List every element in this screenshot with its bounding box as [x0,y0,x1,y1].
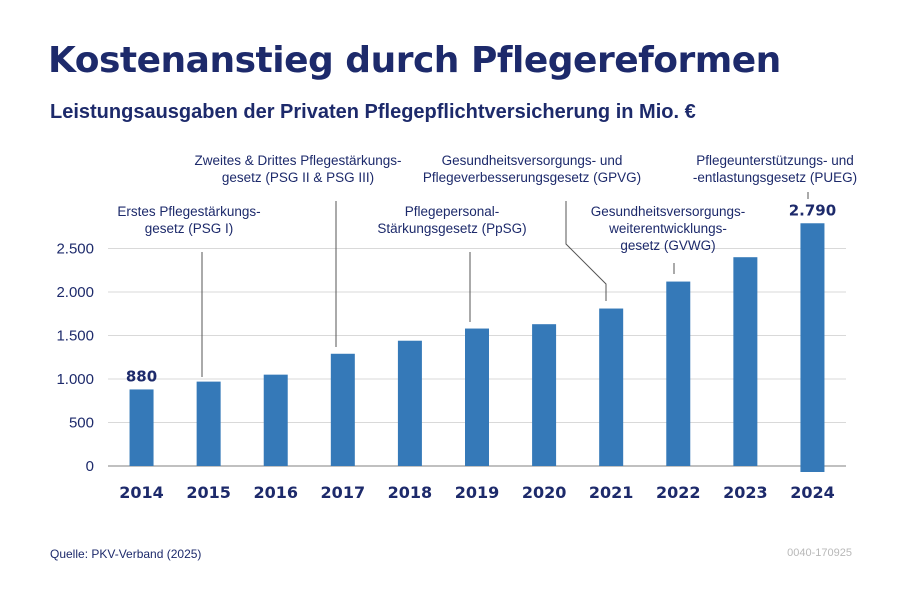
x-tick-label: 2017 [321,483,366,502]
x-tick-label: 2018 [388,483,433,502]
annotation-line: Pflegepersonal- [405,204,500,219]
bar-2017 [330,353,355,466]
annotation-line: Erstes Pflegestärkungs- [117,204,260,219]
annotation-line: Pflegeunterstützungs- und [696,153,854,168]
annotation-line: Gesundheitsversorgungs- [591,204,746,219]
annotation-line: Zweites & Drittes Pflegestärkungs- [194,153,401,168]
x-tick-label: 2024 [790,483,835,502]
annotation-line: Stärkungsgesetz (PpSG) [377,221,526,236]
chart-subtitle: Leistungsausgaben der Privaten Pflegepfl… [50,101,696,123]
bar-2016 [263,374,288,466]
annotation-2021: Gesundheitsversorgungs- und Pflegeverbess… [423,153,641,185]
y-tick-label: 2.500 [56,241,94,258]
y-tick-label: 1.500 [56,328,94,345]
annotation-2019: Pflegepersonal- Stärkungsgesetz (PpSG) [377,204,526,236]
bar-2021 [599,308,624,466]
x-tick-label: 2019 [455,483,500,502]
x-tick-label: 2022 [656,483,701,502]
chart-title: Kostenanstieg durch Pflegereformen [48,40,781,81]
annotation-line: -entlastungsgesetz (PUEG) [693,170,857,185]
x-tick-label: 2020 [522,483,567,502]
bar-2019 [465,328,489,466]
x-tick-label: 2016 [253,483,298,502]
annotation-leader-line [565,201,607,301]
x-tick-label: 2021 [589,483,634,502]
annotation-line: gesetz (PSG II & PSG III) [222,170,374,185]
bar-2024 [800,223,825,472]
source-note: Quelle: PKV-Verband (2025) [50,547,202,561]
y-tick-label: 2.000 [56,284,94,301]
x-tick-label: 2015 [186,483,231,502]
bar-2023 [733,257,758,466]
document-code: 0040-170925 [787,547,852,559]
data-label: 880 [126,367,157,385]
bars [129,223,825,472]
y-tick-label: 0 [86,458,94,475]
bar-2018 [397,340,422,466]
y-tick-label: 1.000 [56,371,94,388]
annotation-line: Gesundheitsversorgungs- und [442,153,623,168]
annotations: Erstes Pflegestärkungs-gesetz (PSG I) Zwe… [117,153,857,377]
annotation-2024: Pflegeunterstützungs- und -entlastungsges… [693,153,857,185]
annotation-2015: Erstes Pflegestärkungs-gesetz (PSG I) [117,204,260,236]
annotation-line: gesetz (PSG I) [145,221,234,236]
x-tick-label: 2014 [119,483,164,502]
annotation-line: weiterentwicklungs- [608,221,727,236]
bar-2020 [532,324,557,466]
bar-2015 [196,381,221,466]
bar-2014 [129,389,154,466]
annotation-2017: Zweites & Drittes Pflegestärkungs-gesetz… [194,153,401,185]
annotation-line: gesetz (GVWG) [620,238,715,253]
y-tick-label: 500 [69,415,94,432]
annotation-line: Pflegeverbesserungsgesetz (GPVG) [423,170,641,185]
annotation-2022: Gesundheitsversorgungs-weiterentwicklung… [591,204,746,253]
bar-2022 [666,281,691,466]
labels: 0 500 1.000 1.500 2.000 2.500 2014 2015 2016 2017… [56,201,836,502]
data-label: 2.790 [789,201,836,219]
x-tick-label: 2023 [723,483,768,502]
